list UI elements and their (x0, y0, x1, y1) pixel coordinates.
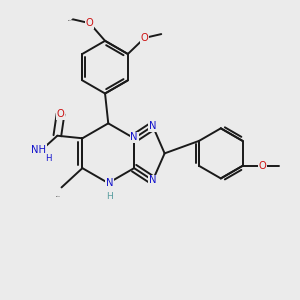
Text: O: O (86, 18, 94, 28)
Text: methoxy: methoxy (68, 19, 74, 21)
Text: O: O (141, 33, 148, 43)
Text: H: H (106, 192, 113, 201)
Text: N: N (149, 175, 157, 185)
Text: N: N (130, 132, 138, 142)
Text: NH: NH (31, 145, 46, 155)
Text: methoxy: methoxy (70, 19, 77, 20)
Text: methyl: methyl (56, 196, 61, 197)
Text: N: N (149, 121, 157, 131)
Text: H: H (45, 154, 52, 163)
Text: O: O (57, 109, 64, 119)
Text: N: N (106, 178, 114, 188)
Text: O: O (259, 161, 267, 171)
